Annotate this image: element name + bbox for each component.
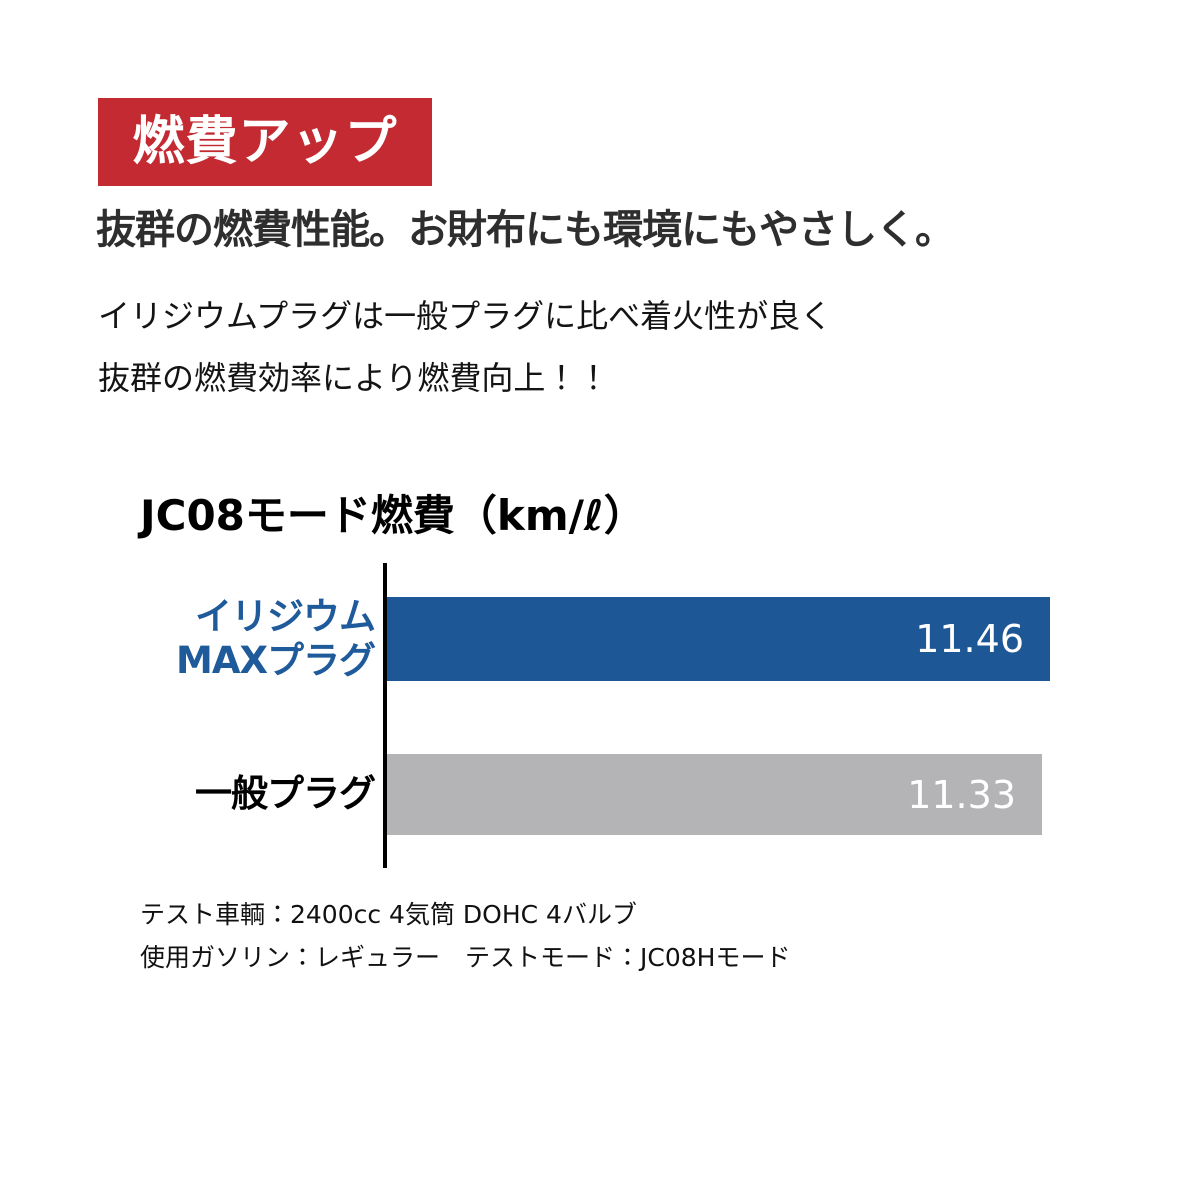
bar-normal: 11.33 — [387, 754, 1042, 835]
category-label-iridium-line-2: MAXプラグ — [176, 639, 376, 682]
page-headline: 抜群の燃費性能。お財布にも環境にもやさしく。 — [96, 207, 955, 253]
chart-axis-line — [383, 563, 387, 868]
category-label-normal: 一般プラグ — [125, 753, 376, 835]
chart-title: JC08モード燃費（km/ℓ） — [140, 491, 646, 540]
footnote-line-2: 使用ガソリン：レギュラー テストモード：JC08Hモード — [140, 943, 791, 972]
bar-value-iridium: 11.46 — [915, 617, 1024, 661]
body-copy: イリジウムプラグは一般プラグに比べ着火性が良く 抜群の燃費効率により燃費向上！！ — [98, 285, 958, 410]
badge-label: 燃費アップ — [132, 112, 398, 172]
body-line-2: 抜群の燃費効率により燃費向上！！ — [98, 359, 610, 398]
bar-iridium: 11.46 — [387, 597, 1050, 681]
bar-value-normal: 11.33 — [907, 772, 1016, 817]
category-label-iridium: イリジウム MAXプラグ — [125, 595, 376, 682]
category-label-iridium-line-1: イリジウム — [195, 595, 376, 639]
footnote-line-1: テスト車輌：2400cc 4気筒 DOHC 4バルブ — [140, 900, 637, 929]
body-line-1: イリジウムプラグは一般プラグに比べ着火性が良く — [98, 297, 833, 335]
category-label-normal-line-1: 一般プラグ — [195, 772, 376, 816]
chart-footnotes: テスト車輌：2400cc 4気筒 DOHC 4バルブ 使用ガソリン：レギュラー … — [140, 893, 790, 979]
section-badge: 燃費アップ — [98, 98, 432, 186]
